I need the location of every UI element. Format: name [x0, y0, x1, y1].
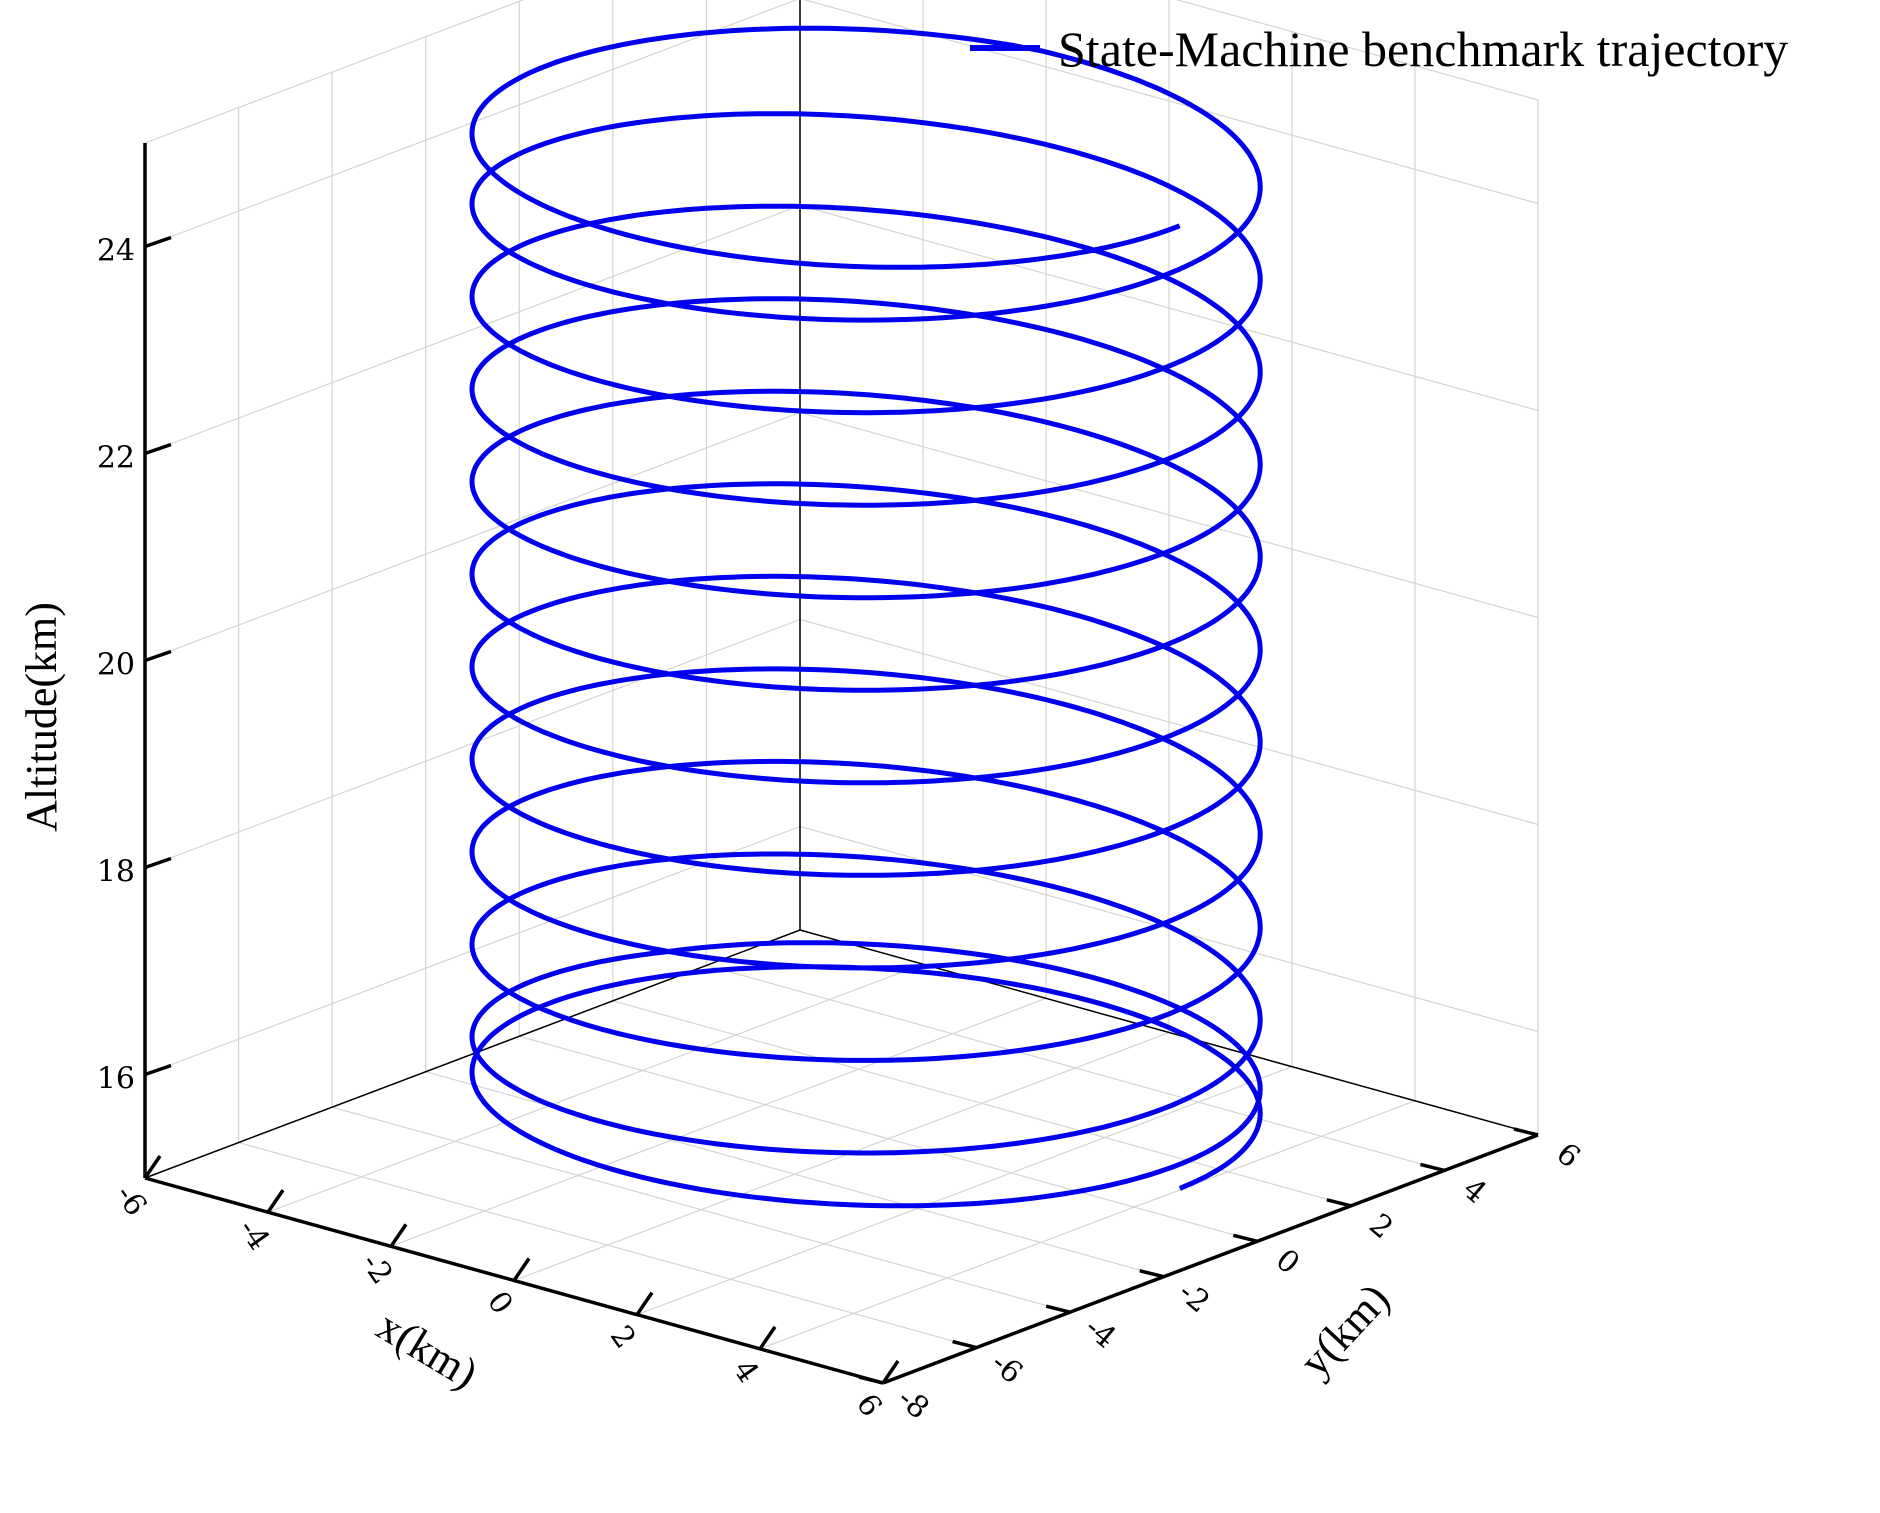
x-tick-label: -4 — [231, 1213, 276, 1257]
z-tick — [144, 856, 172, 870]
z-tick — [144, 1063, 172, 1077]
y-tick-label: 4 — [1456, 1172, 1493, 1211]
x-tick-label: 4 — [726, 1354, 766, 1390]
legend-label: State-Machine benchmark trajectory — [1058, 21, 1788, 77]
z-tick-label: 20 — [97, 648, 135, 683]
y-tick — [1326, 1198, 1352, 1208]
x-tick — [635, 1291, 654, 1316]
y-tick-label: -2 — [1171, 1275, 1216, 1321]
x-axis-label: x(km) — [369, 1301, 486, 1398]
floor-gridline-x — [636, 1066, 1293, 1316]
y-tick — [1139, 1269, 1165, 1279]
floor-gridline-x — [390, 997, 1047, 1247]
x-tick-label: 6 — [849, 1388, 889, 1424]
top-edge-right — [1175, 0, 1539, 101]
y-tick — [952, 1339, 977, 1350]
x-tick-label: 2 — [603, 1319, 643, 1355]
x-tick — [266, 1189, 285, 1214]
z-tick-label: 24 — [97, 234, 135, 269]
floor-gridline-x — [759, 1100, 1416, 1350]
z-tick — [144, 235, 172, 249]
y-tick-label: 0 — [1269, 1242, 1306, 1281]
x-tick-label: -2 — [354, 1247, 399, 1291]
left-wall-gridline-h — [144, 618, 801, 869]
right-wall-gridline-h — [799, 411, 1539, 619]
y-axis-label: y(km) — [1290, 1274, 1399, 1386]
x-tick — [758, 1325, 777, 1350]
floor-gridline-y — [706, 964, 1445, 1172]
legend: State-Machine benchmark trajectory — [970, 21, 1788, 77]
floor-gridline-y — [238, 1141, 977, 1349]
y-tick — [1420, 1162, 1445, 1173]
x-tick — [143, 1155, 162, 1179]
right-wall-gridline-h — [799, 618, 1539, 826]
z-tick-label: 22 — [97, 441, 135, 476]
z-tick-label: 18 — [97, 855, 135, 890]
y-tick-label: 2 — [1362, 1207, 1399, 1246]
y-tick-label: 6 — [1550, 1136, 1587, 1175]
z-tick — [144, 442, 172, 456]
floor-gridline-y — [519, 1035, 1258, 1242]
floor-gridline-y — [612, 1000, 1352, 1207]
floor-gridline-x — [267, 963, 924, 1213]
x-tick — [389, 1223, 408, 1248]
x-tick-label: -6 — [108, 1179, 153, 1223]
y-tick-label: -6 — [984, 1345, 1029, 1391]
trajectory-line — [469, 25, 1263, 1209]
z-axis-label: Altitude(km) — [17, 602, 66, 832]
x-tick — [881, 1360, 900, 1384]
y-tick — [1513, 1127, 1539, 1137]
x-tick — [512, 1257, 531, 1282]
y-axis-line — [882, 1133, 1539, 1385]
y-tick — [858, 1375, 884, 1385]
left-wall-gridline-h — [144, 411, 801, 662]
y-tick-label: -4 — [1078, 1310, 1123, 1356]
series-layer — [469, 25, 1263, 1209]
y-tick — [1045, 1304, 1071, 1314]
top-edge-left — [144, 0, 525, 144]
right-wall-gridline-h — [799, 204, 1539, 412]
x-tick-label: 0 — [480, 1285, 520, 1321]
z-tick — [144, 649, 172, 663]
y-tick-label: -8 — [891, 1381, 936, 1427]
floor-gridline-y — [331, 1106, 1071, 1313]
z-tick-label: 16 — [97, 1062, 135, 1097]
y-tick — [1232, 1233, 1258, 1243]
floor-gridline-x — [513, 1031, 1170, 1282]
left-wall-gridline-h — [144, 204, 801, 455]
floor-gridline-y — [425, 1071, 1164, 1278]
